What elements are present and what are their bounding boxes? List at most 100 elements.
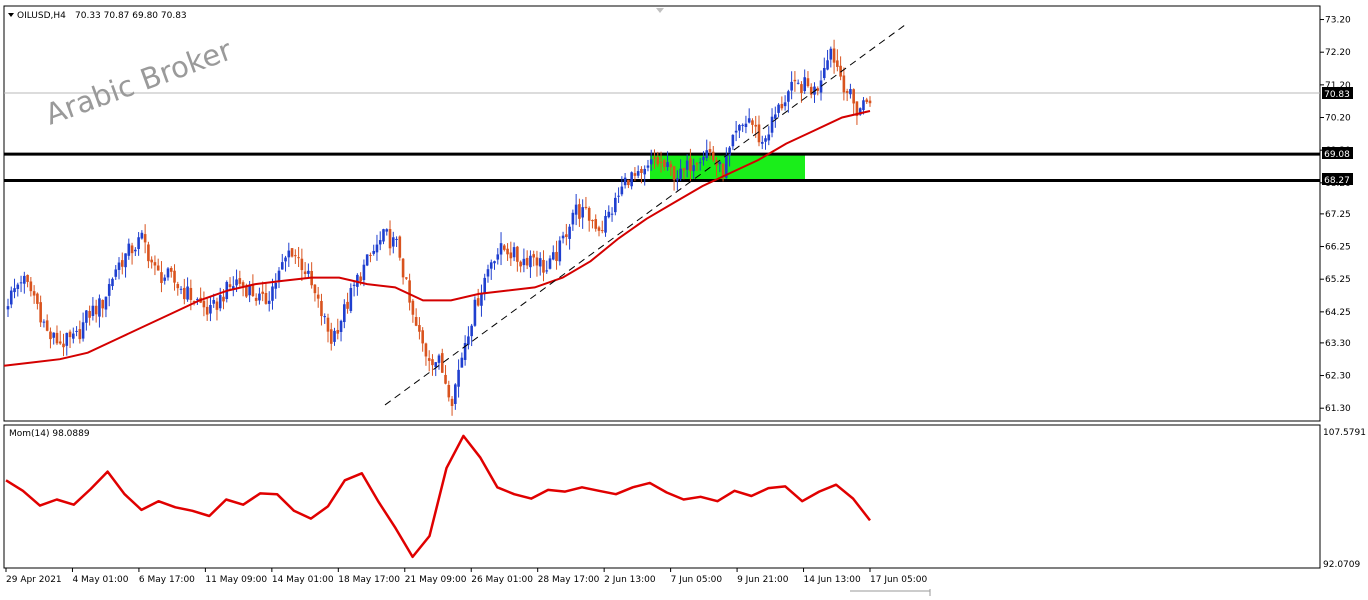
candle-body bbox=[316, 294, 320, 299]
dropdown-triangle-icon[interactable] bbox=[8, 13, 14, 17]
current-price-tag: 70.83 bbox=[1322, 87, 1353, 100]
candle bbox=[509, 241, 513, 266]
y-tick-label: 65.25 bbox=[1325, 275, 1351, 285]
candle bbox=[600, 220, 604, 234]
candle-body bbox=[764, 138, 767, 142]
candle bbox=[721, 163, 725, 182]
candle-body bbox=[58, 341, 62, 344]
candle-body bbox=[767, 134, 771, 141]
candle-body bbox=[134, 249, 137, 252]
candle-body bbox=[692, 165, 695, 172]
candle bbox=[525, 250, 529, 270]
candle bbox=[267, 291, 271, 312]
candle-body bbox=[365, 254, 369, 266]
candle-body bbox=[388, 229, 392, 249]
candle-body bbox=[852, 89, 855, 104]
candle bbox=[215, 297, 219, 321]
candle bbox=[300, 248, 304, 281]
candle-body bbox=[414, 316, 418, 326]
candle bbox=[101, 299, 104, 318]
symbol-label: OILUSD,H4 bbox=[17, 11, 66, 21]
candle bbox=[689, 148, 692, 182]
candle-body bbox=[800, 84, 803, 93]
candle-body bbox=[307, 270, 310, 274]
candle-body bbox=[565, 234, 568, 238]
candle bbox=[868, 96, 872, 107]
candle bbox=[186, 277, 189, 302]
candle-body bbox=[395, 238, 398, 240]
candle-body bbox=[104, 296, 108, 310]
candle bbox=[672, 165, 676, 191]
moving-average-line bbox=[3, 110, 871, 367]
candle-body bbox=[78, 329, 82, 340]
candle bbox=[558, 236, 562, 266]
candle-body bbox=[26, 274, 29, 282]
candle-body bbox=[290, 248, 294, 257]
candle-body bbox=[568, 226, 571, 239]
candle bbox=[842, 67, 846, 101]
candle bbox=[535, 250, 539, 277]
candle-body bbox=[522, 258, 526, 266]
candle-body bbox=[137, 237, 140, 250]
candle bbox=[584, 196, 588, 210]
candle bbox=[258, 287, 261, 305]
candle bbox=[130, 242, 134, 265]
candle bbox=[617, 187, 620, 203]
candle-body bbox=[254, 297, 258, 301]
candle-body bbox=[179, 288, 183, 290]
candle-body bbox=[806, 78, 810, 87]
candle bbox=[695, 162, 699, 171]
candle-body bbox=[685, 160, 689, 170]
candle bbox=[845, 88, 849, 102]
ohlc-values: 70.33 70.87 69.80 70.83 bbox=[75, 11, 187, 21]
candle-body bbox=[418, 325, 421, 332]
candle-body bbox=[623, 177, 627, 186]
candle-body bbox=[702, 156, 705, 161]
candle-body bbox=[352, 284, 356, 286]
candle-body bbox=[600, 230, 604, 232]
candle bbox=[744, 115, 748, 134]
candle bbox=[640, 166, 643, 184]
candle-body bbox=[516, 246, 519, 262]
y-tick-label: 64.25 bbox=[1325, 308, 1351, 318]
candle bbox=[398, 235, 402, 261]
candle-body bbox=[617, 195, 620, 197]
candle bbox=[826, 49, 829, 71]
candle-body bbox=[607, 211, 611, 218]
candle bbox=[643, 165, 647, 186]
candle bbox=[666, 151, 669, 171]
candle bbox=[316, 286, 320, 308]
candle-body bbox=[493, 261, 496, 264]
x-tick-label: 28 May 17:00 bbox=[538, 575, 600, 585]
candle bbox=[218, 287, 222, 312]
candle-body bbox=[444, 374, 447, 384]
candle-body bbox=[787, 91, 790, 102]
candle-body bbox=[454, 384, 457, 404]
candle bbox=[849, 83, 852, 99]
candle-body bbox=[75, 330, 78, 332]
candle bbox=[414, 308, 418, 327]
candle-body bbox=[264, 292, 268, 304]
candle-body bbox=[72, 333, 75, 339]
momentum-axis-top: 107.5791 bbox=[1323, 428, 1366, 438]
candle-body bbox=[147, 244, 150, 262]
candle bbox=[68, 329, 72, 348]
candle-body bbox=[558, 240, 562, 262]
candle bbox=[117, 257, 121, 280]
candle bbox=[323, 313, 327, 324]
candle-body bbox=[529, 255, 532, 268]
candle-body bbox=[150, 259, 153, 263]
candle-body bbox=[333, 330, 336, 342]
candle bbox=[434, 362, 438, 377]
candle-body bbox=[868, 100, 872, 104]
candle bbox=[58, 330, 62, 345]
candle bbox=[467, 326, 470, 350]
candle-body bbox=[447, 384, 451, 398]
candle bbox=[646, 159, 650, 172]
candle-body bbox=[656, 157, 660, 165]
candle bbox=[42, 319, 46, 328]
candle bbox=[597, 225, 601, 237]
candle bbox=[297, 246, 300, 268]
